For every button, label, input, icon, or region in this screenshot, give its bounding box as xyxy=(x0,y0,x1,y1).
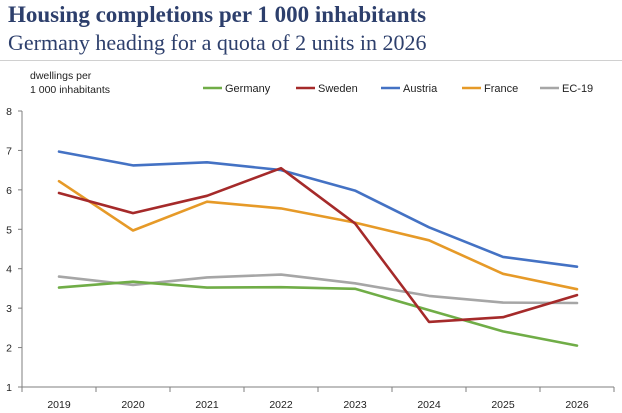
series-line-austria xyxy=(57,150,579,269)
y-tick-label: 7 xyxy=(6,145,12,157)
x-tick-label: 2021 xyxy=(195,399,219,411)
x-tick-label: 2019 xyxy=(47,399,71,411)
y-tick-label: 2 xyxy=(6,343,12,355)
x-tick-label: 2025 xyxy=(491,399,515,411)
x-tick-label: 2026 xyxy=(565,399,589,411)
y-axis-label-line2: 1 000 inhabitants xyxy=(30,84,110,96)
y-tick-label: 8 xyxy=(6,106,12,118)
legend-label-sweden: Sweden xyxy=(318,83,358,95)
chart-subtitle: Germany heading for a quota of 2 units i… xyxy=(8,30,427,55)
y-tick-label: 5 xyxy=(6,224,12,236)
x-tick-label: 2020 xyxy=(121,399,145,411)
x-tick-label: 2023 xyxy=(343,399,367,411)
legend-label-austria: Austria xyxy=(403,83,438,95)
y-tick-label: 6 xyxy=(6,185,12,197)
title-divider xyxy=(0,60,622,61)
x-tick-label: 2024 xyxy=(417,399,441,411)
chart-title: Housing completions per 1 000 inhabitant… xyxy=(8,2,427,27)
y-axis-label: dwellings per 1 000 inhabitants xyxy=(30,69,110,97)
legend-label-ec-19: EC-19 xyxy=(562,83,593,95)
legend-label-france: France xyxy=(484,83,518,95)
legend-label-germany: Germany xyxy=(225,83,271,95)
series-line-germany xyxy=(57,280,579,347)
series-line-sweden xyxy=(57,166,579,324)
x-tick-label: 2022 xyxy=(269,399,293,411)
y-tick-label: 4 xyxy=(6,264,12,276)
y-axis-label-line1: dwellings per xyxy=(30,70,92,82)
y-tick-label: 3 xyxy=(6,303,12,315)
y-tick-label: 1 xyxy=(6,382,12,394)
series-line-france xyxy=(57,179,579,291)
